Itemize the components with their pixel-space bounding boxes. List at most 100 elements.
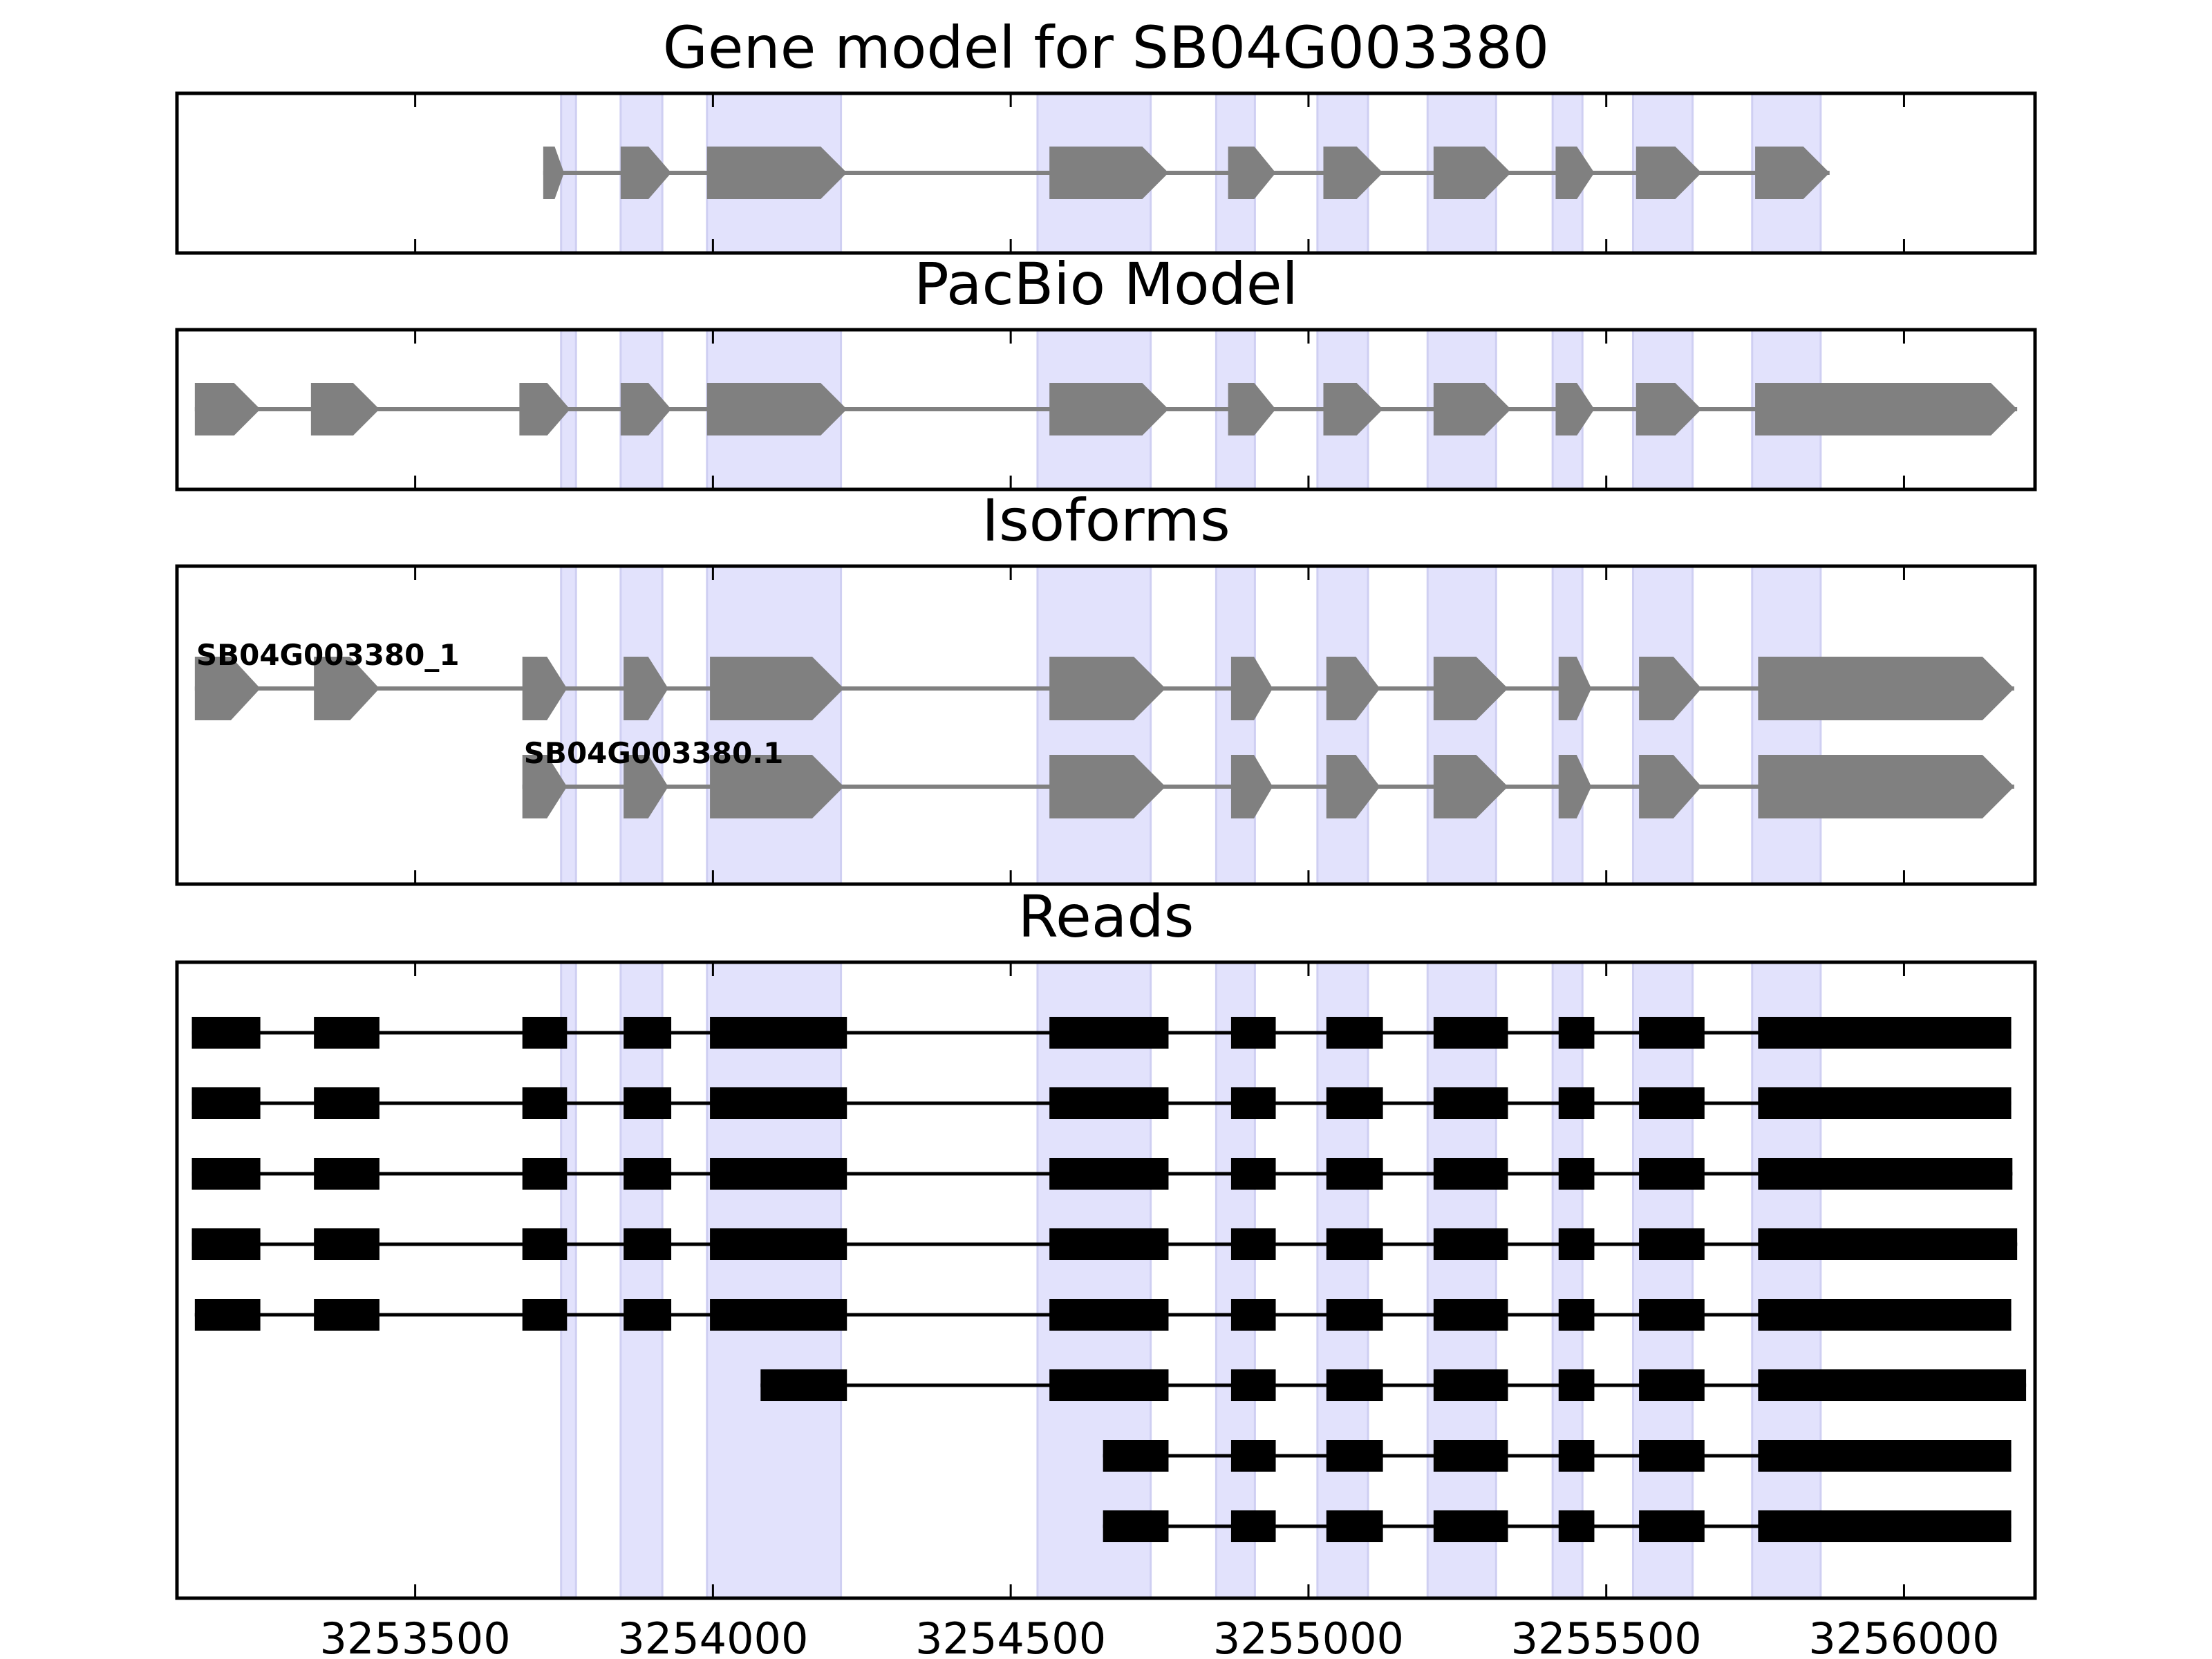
read-block [1639,1017,1705,1049]
read-block [1230,1299,1276,1331]
highlight-region [706,565,843,885]
exon-arrow [1558,657,1592,720]
read-block [522,1158,568,1190]
x-tick-label: 3254500 [915,1613,1106,1659]
x-tick-label: 3256000 [1808,1613,1999,1659]
read-block [1758,1087,2012,1119]
read-block [710,1299,847,1331]
read-block [314,1228,379,1260]
read-block [1230,1228,1276,1260]
read-block [1558,1228,1595,1260]
isoform-label: SB04G003380.1 [524,736,784,770]
read-block [191,1017,261,1049]
exon-arrow [1555,383,1595,435]
highlight-region [1036,565,1152,885]
read-block [1558,1158,1595,1190]
x-tick-label: 3255000 [1213,1613,1404,1659]
read-block [1326,1369,1383,1401]
highlight-region [1631,565,1694,885]
read-block [1639,1228,1705,1260]
read-block [1230,1510,1276,1542]
read-block [1433,1017,1508,1049]
read-block [1433,1299,1508,1331]
exon-arrow [1323,383,1383,435]
highlight-region [1426,565,1497,885]
read-block [710,1017,847,1049]
read-block [1433,1158,1508,1190]
isoform-label: SB04G003380_1 [196,638,460,672]
read-block [1639,1369,1705,1401]
panel-3: Reads [175,883,2037,1600]
read-block [1558,1510,1595,1542]
read-block [624,1228,672,1260]
read-block [191,1228,261,1260]
read-block [1433,1087,1508,1119]
read-block [1639,1440,1705,1472]
read-block [1758,1510,2012,1542]
highlight-region [560,961,577,1600]
read-block [1433,1440,1508,1472]
x-tick-label: 3253500 [320,1613,511,1659]
read-block [624,1087,672,1119]
highlight-region [706,961,843,1600]
read-block [710,1158,847,1190]
highlight-region [1036,961,1152,1600]
read-block [1326,1299,1383,1331]
read-block [1230,1087,1276,1119]
x-tick-label: 3255500 [1511,1613,1702,1659]
panel-1: PacBio Model [175,250,2037,491]
read-block [1433,1510,1508,1542]
exon-arrow [624,755,668,818]
exon-arrow [1433,657,1508,720]
highlight-region [1316,961,1369,1600]
exon-arrow [624,657,668,720]
exon-arrow [1228,147,1276,199]
read-block [624,1299,672,1331]
read-block [522,1228,568,1260]
exon-arrow [1049,383,1169,435]
read-block [1639,1158,1705,1190]
panel-title: Reads [1018,883,1194,950]
panel-frame [175,91,2037,255]
read-block [1230,1158,1276,1190]
exon-arrow [1049,657,1166,720]
read-block [1326,1158,1383,1190]
read-block [1103,1510,1169,1542]
read-block [1758,1228,2018,1260]
exon-arrow [314,657,379,720]
read-block [1326,1228,1383,1260]
read-block [1326,1510,1383,1542]
panel-2: Isoforms SB04G003380_1 SB04G003380.1 [175,487,2037,886]
exon-arrow [1230,755,1273,818]
read-block [1049,1299,1169,1331]
read-block [1558,1369,1595,1401]
exon-arrow [543,147,564,199]
read-block [1230,1369,1276,1401]
highlight-region [1426,961,1497,1600]
read-block [1049,1158,1169,1190]
exon-arrow [194,657,261,720]
read-block [1326,1017,1383,1049]
exon-arrow [1758,657,2014,720]
read-block [1639,1510,1705,1542]
read-block [1758,1440,2012,1472]
read-block [1049,1087,1169,1119]
read-block [624,1017,672,1049]
read-block [191,1087,261,1119]
read-block [1639,1299,1705,1331]
exon-arrow [1230,657,1273,720]
exon-arrow [1758,755,2014,818]
read-block [1758,1299,2012,1331]
exon-arrow [710,657,844,720]
read-block [314,1087,379,1119]
read-block [194,1299,261,1331]
read-block [1639,1087,1705,1119]
read-block [1433,1228,1508,1260]
exon-arrow [1558,755,1592,818]
read-block [1230,1017,1276,1049]
exon-arrow [1433,383,1511,435]
highlight-region [1316,565,1369,885]
exon-arrow [706,147,847,199]
exon-arrow [1635,147,1702,199]
